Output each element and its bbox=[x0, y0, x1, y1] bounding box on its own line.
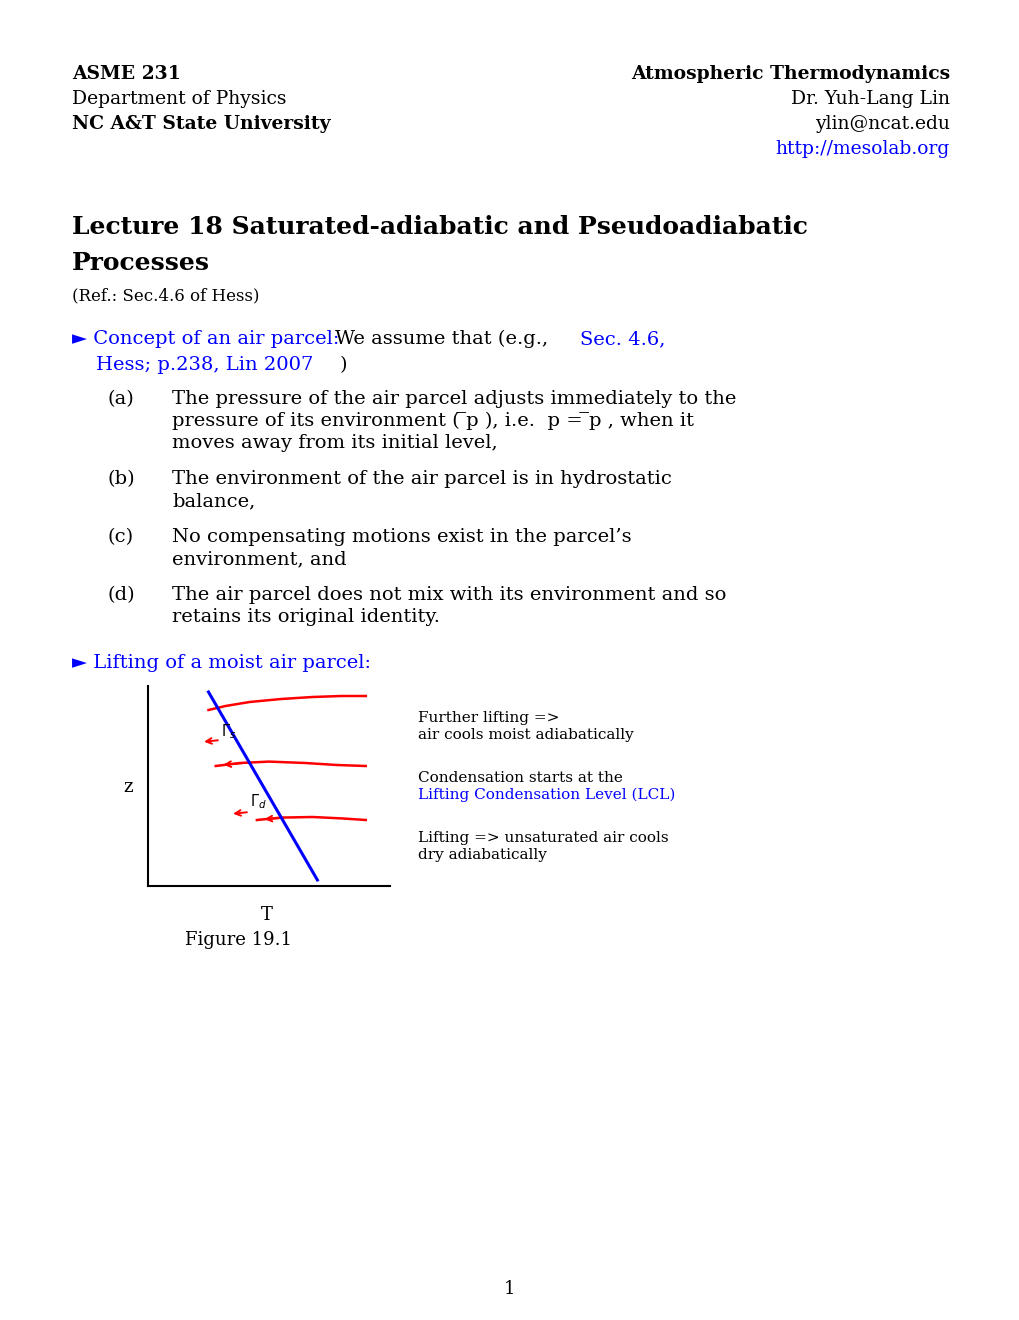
Text: Hess; p.238, Lin 2007: Hess; p.238, Lin 2007 bbox=[96, 356, 313, 374]
Text: NC A&T State University: NC A&T State University bbox=[72, 115, 330, 133]
Text: Sec. 4.6,: Sec. 4.6, bbox=[580, 330, 664, 348]
Text: retains its original identity.: retains its original identity. bbox=[172, 609, 439, 626]
Text: Dr. Yuh-Lang Lin: Dr. Yuh-Lang Lin bbox=[790, 90, 949, 108]
Text: Processes: Processes bbox=[72, 251, 210, 275]
Text: balance,: balance, bbox=[172, 492, 255, 510]
Text: Condensation starts at the: Condensation starts at the bbox=[418, 771, 623, 785]
Text: z: z bbox=[123, 777, 132, 796]
Text: ► Concept of an air parcel:: ► Concept of an air parcel: bbox=[72, 330, 339, 348]
Text: No compensating motions exist in the parcel’s: No compensating motions exist in the par… bbox=[172, 528, 631, 546]
Text: 1: 1 bbox=[503, 1280, 516, 1298]
Text: pressure of its environment ( ̅p ), i.e.  p = ̅p , when it: pressure of its environment ( ̅p ), i.e.… bbox=[172, 412, 693, 430]
Text: We assume that (e.g.,: We assume that (e.g., bbox=[310, 330, 554, 348]
Text: moves away from its initial level,: moves away from its initial level, bbox=[172, 434, 497, 451]
Text: Lifting Condensation Level (LCL): Lifting Condensation Level (LCL) bbox=[418, 788, 675, 803]
Text: ► Lifting of a moist air parcel:: ► Lifting of a moist air parcel: bbox=[72, 653, 371, 672]
Text: (c): (c) bbox=[108, 528, 133, 546]
Text: Further lifting =>: Further lifting => bbox=[418, 711, 558, 725]
Text: (a): (a) bbox=[108, 389, 135, 408]
Text: ASME 231: ASME 231 bbox=[72, 65, 180, 83]
Text: Department of Physics: Department of Physics bbox=[72, 90, 286, 108]
Text: (b): (b) bbox=[108, 470, 136, 488]
Text: The environment of the air parcel is in hydrostatic: The environment of the air parcel is in … bbox=[172, 470, 672, 488]
Text: (Ref.: Sec.4.6 of Hess): (Ref.: Sec.4.6 of Hess) bbox=[72, 286, 259, 304]
Text: http://mesolab.org: http://mesolab.org bbox=[775, 140, 949, 158]
Text: T: T bbox=[261, 906, 273, 924]
Text: $\Gamma_s$: $\Gamma_s$ bbox=[220, 722, 235, 741]
Text: The air parcel does not mix with its environment and so: The air parcel does not mix with its env… bbox=[172, 586, 726, 605]
Text: ylin@ncat.edu: ylin@ncat.edu bbox=[814, 115, 949, 133]
Text: Lifting => unsaturated air cools: Lifting => unsaturated air cools bbox=[418, 832, 668, 845]
Text: dry adiabatically: dry adiabatically bbox=[418, 847, 546, 862]
Text: $\Gamma_d$: $\Gamma_d$ bbox=[250, 792, 266, 810]
Text: air cools moist adiabatically: air cools moist adiabatically bbox=[418, 729, 633, 742]
Text: (d): (d) bbox=[108, 586, 136, 605]
Text: Atmospheric Thermodynamics: Atmospheric Thermodynamics bbox=[631, 65, 949, 83]
Text: Figure 19.1: Figure 19.1 bbox=[184, 931, 291, 949]
Text: The pressure of the air parcel adjusts immediately to the: The pressure of the air parcel adjusts i… bbox=[172, 389, 736, 408]
Text: Lecture 18 Saturated-adiabatic and Pseudoadiabatic: Lecture 18 Saturated-adiabatic and Pseud… bbox=[72, 215, 807, 239]
Text: environment, and: environment, and bbox=[172, 550, 346, 568]
Text: ): ) bbox=[339, 356, 347, 374]
